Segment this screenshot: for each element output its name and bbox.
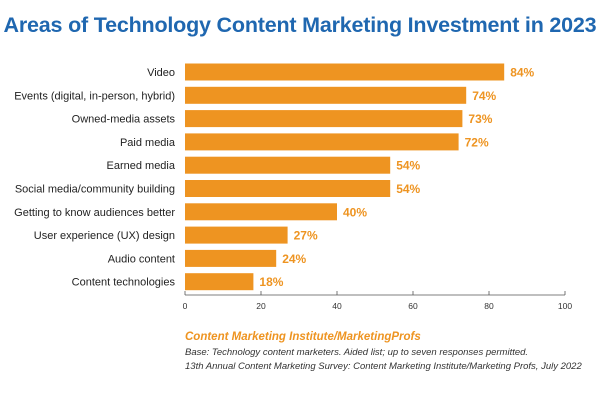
- bar: [185, 133, 459, 151]
- value-label: 73%: [468, 112, 492, 126]
- value-label: 54%: [396, 182, 420, 196]
- category-label: Audio content: [108, 253, 175, 265]
- base-note: Base: Technology content marketers. Aide…: [185, 347, 529, 358]
- category-label: Paid media: [120, 137, 176, 149]
- value-label: 18%: [259, 275, 283, 289]
- survey-note: 13th Annual Content Marketing Survey: Co…: [185, 361, 582, 372]
- bar: [185, 180, 391, 197]
- value-label: 24%: [282, 252, 306, 266]
- x-tick-label: 100: [558, 301, 572, 311]
- bar: [185, 110, 463, 128]
- x-tick-label: 20: [256, 301, 266, 311]
- value-label: 40%: [343, 205, 367, 219]
- x-tick-label: 0: [183, 301, 188, 311]
- category-label: Getting to know audiences better: [14, 207, 175, 219]
- value-label: 84%: [510, 66, 534, 80]
- bar: [185, 249, 277, 267]
- category-label: Content technologies: [72, 277, 176, 289]
- category-label: Social media/community building: [15, 184, 175, 196]
- value-label: 74%: [472, 89, 496, 103]
- value-label: 27%: [294, 229, 318, 243]
- category-label: Owned-media assets: [72, 114, 176, 126]
- category-label: Earned media: [107, 160, 176, 172]
- x-tick-label: 80: [484, 301, 494, 311]
- x-tick-label: 60: [408, 301, 418, 311]
- bar: [185, 86, 467, 104]
- value-label: 72%: [465, 135, 489, 149]
- source-label: Content Marketing Institute/MarketingPro…: [185, 331, 421, 343]
- bar: [185, 273, 254, 291]
- category-label: Events (digital, in-person, hybrid): [14, 90, 175, 102]
- bar: [185, 203, 337, 221]
- category-label: User experience (UX) design: [34, 230, 175, 242]
- value-label: 54%: [396, 159, 420, 173]
- bar: [185, 226, 288, 244]
- category-label: Video: [147, 67, 175, 79]
- bar: [185, 156, 391, 174]
- bar: [185, 63, 505, 81]
- x-tick-label: 40: [332, 301, 342, 311]
- chart-title: Areas of Technology Content Marketing In…: [3, 13, 597, 37]
